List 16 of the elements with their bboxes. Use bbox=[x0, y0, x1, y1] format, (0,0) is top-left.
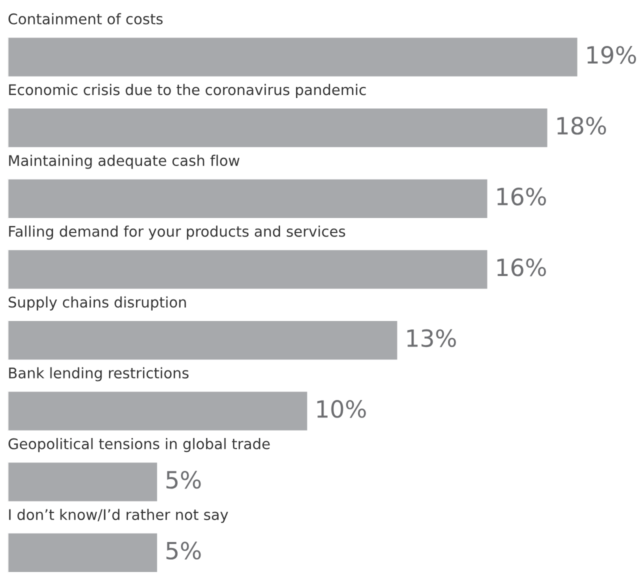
data-label: 10% bbox=[317, 400, 366, 418]
y-tick-label: Falling demand for your products and services bbox=[9, 226, 346, 240]
data-label: 16% bbox=[497, 188, 546, 206]
y-tick-label: Supply chains disruption bbox=[8, 296, 186, 310]
data-label: 5% bbox=[166, 542, 201, 560]
data-label: 13% bbox=[407, 329, 456, 348]
data-label: 19% bbox=[587, 46, 636, 64]
data-label: 5% bbox=[166, 470, 201, 489]
y-tick-label: Bank lending restrictions bbox=[9, 367, 189, 382]
y-tick-label: Geopolitical tensions in global trade bbox=[8, 438, 270, 452]
data-label: 16% bbox=[497, 258, 546, 276]
y-tick-label: Maintaining adequate cash flow bbox=[9, 154, 240, 169]
y-tick-label: I don’t know/I’d rather not say bbox=[9, 508, 228, 523]
y-tick-label: Containment of costs bbox=[8, 13, 163, 24]
data-label: 18% bbox=[557, 116, 606, 135]
y-tick-label: Economic crisis due to the coronavirus pandemic bbox=[9, 84, 366, 98]
